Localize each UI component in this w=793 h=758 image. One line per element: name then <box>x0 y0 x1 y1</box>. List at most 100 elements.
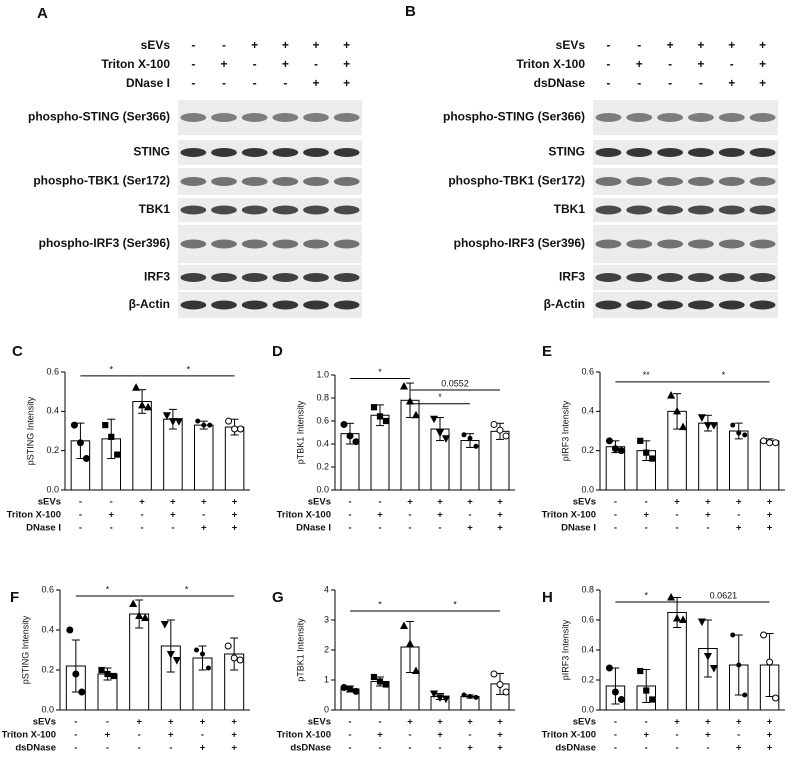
blot-band <box>303 148 329 157</box>
blot-band <box>241 148 268 157</box>
condition-sign: - <box>645 717 648 728</box>
condition-sign: - <box>348 743 351 754</box>
blot-band <box>211 300 237 310</box>
data-point <box>200 651 205 657</box>
data-point <box>697 414 706 422</box>
blot-band <box>333 177 360 186</box>
data-point <box>502 688 510 696</box>
condition-sign: - <box>637 38 641 52</box>
data-point <box>473 443 479 449</box>
data-point <box>399 621 409 629</box>
condition-sign: + <box>407 497 413 508</box>
data-point <box>370 404 378 411</box>
blot-band <box>595 148 622 157</box>
blot-band <box>749 205 776 215</box>
condition-sign: + <box>497 730 503 741</box>
y-tick-label: 0.2 <box>316 461 329 471</box>
condition-sign: + <box>231 717 237 728</box>
band-label: STING <box>548 145 585 159</box>
condition-label: Triton X-100 <box>277 730 331 741</box>
data-point <box>370 673 378 681</box>
condition-sign: + <box>767 497 773 508</box>
blot-band <box>595 239 622 249</box>
condition-sign: + <box>736 743 742 754</box>
condition-sign: - <box>637 76 641 90</box>
condition-sign: + <box>697 57 704 71</box>
significance-label: 0.0621 <box>710 590 738 600</box>
data-point <box>236 656 244 664</box>
condition-sign: - <box>606 38 610 52</box>
data-point <box>82 455 90 463</box>
blot-band <box>241 239 268 249</box>
condition-sign: - <box>645 523 648 534</box>
panel-letter: G <box>272 589 284 606</box>
condition-sign: - <box>737 510 740 521</box>
condition-sign: + <box>201 497 207 508</box>
data-point <box>760 631 768 639</box>
condition-sign: - <box>378 717 381 728</box>
data-point <box>108 433 115 440</box>
significance-label: * <box>378 599 382 609</box>
condition-label: sEVs <box>38 497 61 508</box>
blot-band <box>333 148 360 157</box>
blot-band <box>626 300 653 310</box>
data-point <box>643 449 650 456</box>
condition-sign: - <box>169 743 172 754</box>
data-point <box>473 694 479 700</box>
blot-band <box>211 239 237 249</box>
blot-strip <box>593 225 778 263</box>
condition-sign: + <box>170 497 176 508</box>
data-point <box>162 412 171 420</box>
blot-strip <box>178 265 362 290</box>
blot-band <box>303 273 329 282</box>
data-point <box>490 420 498 428</box>
condition-sign: - <box>348 523 351 534</box>
blot-band <box>211 205 237 215</box>
y-tick-label: 0.4 <box>41 624 54 634</box>
condition-sign: - <box>171 523 174 534</box>
band-label: phospho-STING (Ser366) <box>443 110 585 124</box>
data-point <box>224 642 232 650</box>
condition-sign: + <box>282 38 289 52</box>
condition-sign: + <box>312 76 319 90</box>
condition-sign: - <box>191 76 195 90</box>
data-point <box>496 681 504 688</box>
band-label: phospho-TBK1 (Ser172) <box>448 174 585 188</box>
condition-sign: + <box>767 717 773 728</box>
data-point <box>135 611 144 619</box>
condition-sign: - <box>348 510 351 521</box>
data-point <box>382 681 390 688</box>
data-point <box>643 687 650 694</box>
blot-band <box>180 300 207 310</box>
blot-band <box>718 148 745 157</box>
condition-sign: - <box>138 730 141 741</box>
significance-label: * <box>644 590 648 600</box>
condition-sign: + <box>200 717 206 728</box>
condition-sign: + <box>467 497 473 508</box>
y-tick-label: 4 <box>324 584 329 594</box>
blot-band <box>303 239 329 249</box>
condition-sign: - <box>191 57 195 71</box>
blot-band <box>211 177 237 186</box>
condition-sign: - <box>706 743 709 754</box>
data-point <box>429 415 439 424</box>
data-point <box>766 658 774 666</box>
blot-strip <box>178 140 362 165</box>
data-point <box>129 599 138 607</box>
data-point <box>206 665 211 671</box>
condition-sign: + <box>767 730 773 741</box>
condition-sign: - <box>614 730 617 741</box>
blot-band <box>303 300 329 310</box>
data-point <box>709 422 718 430</box>
condition-label: dsDNase <box>534 76 586 90</box>
blot-band <box>272 300 299 310</box>
blot-band <box>718 273 745 282</box>
condition-label: DNase I <box>296 523 331 534</box>
data-point <box>141 613 150 621</box>
data-point <box>411 666 421 674</box>
condition-sign: - <box>438 523 441 534</box>
condition-label: sEVs <box>308 717 331 728</box>
condition-sign: - <box>140 523 143 534</box>
condition-sign: + <box>497 510 503 521</box>
blot-band <box>718 300 745 310</box>
